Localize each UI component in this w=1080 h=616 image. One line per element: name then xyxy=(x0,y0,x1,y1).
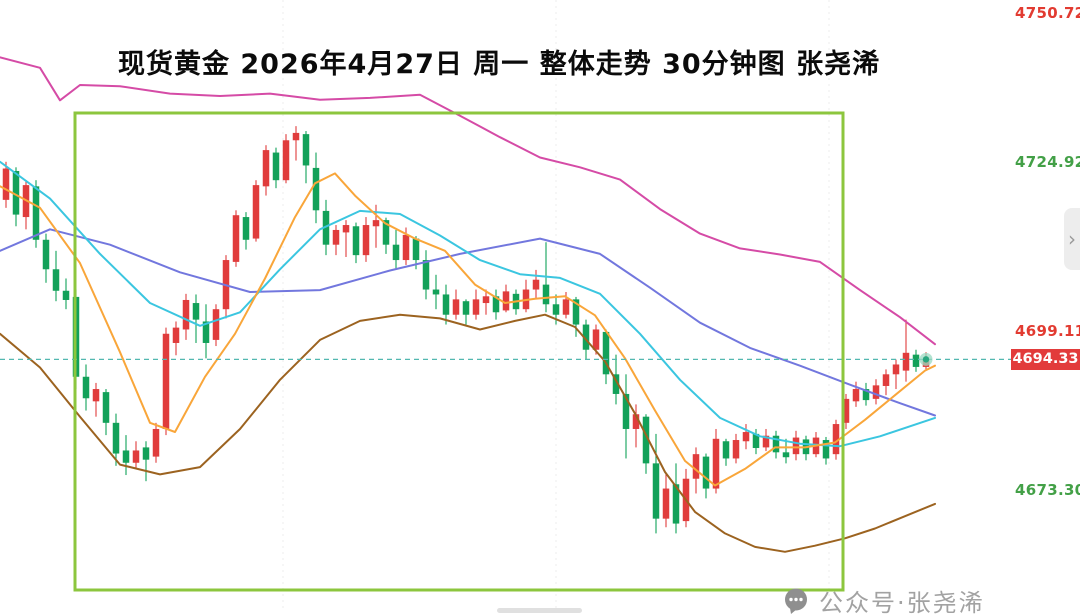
price-axis-label: 4724.92 xyxy=(1015,153,1080,171)
price-axis-label: 4699.11 xyxy=(1015,322,1080,340)
last-price-marker xyxy=(919,352,933,366)
price-axis-label: 4750.72 xyxy=(1015,4,1080,22)
lower-band-brown-line xyxy=(0,313,936,553)
horizontal-scrollbar-thumb[interactable] xyxy=(497,608,582,613)
panel-collapse-tab[interactable]: › xyxy=(1064,208,1080,270)
candlestick-series xyxy=(2,126,930,534)
upper-band-magenta-line xyxy=(0,56,936,346)
watermark: 公众号·张尧浠 xyxy=(782,583,985,616)
ma-slow-blue-line xyxy=(0,228,936,417)
chart-title: 现货黄金 2026年4月27日 周一 整体走势 30分钟图 张尧浠 xyxy=(118,49,881,80)
wechat-official-account-icon xyxy=(785,588,807,614)
annotation-box xyxy=(73,111,845,592)
ma-fast-orange-line xyxy=(0,172,936,487)
chevron-right-icon: › xyxy=(1068,227,1076,251)
watermark-text: 公众号·张尧浠 xyxy=(819,589,985,616)
current-price-tag: 4694.33 xyxy=(1011,348,1080,370)
price-axis-label: 4673.30 xyxy=(1015,481,1080,499)
ma-mid-cyan-line xyxy=(0,160,936,448)
